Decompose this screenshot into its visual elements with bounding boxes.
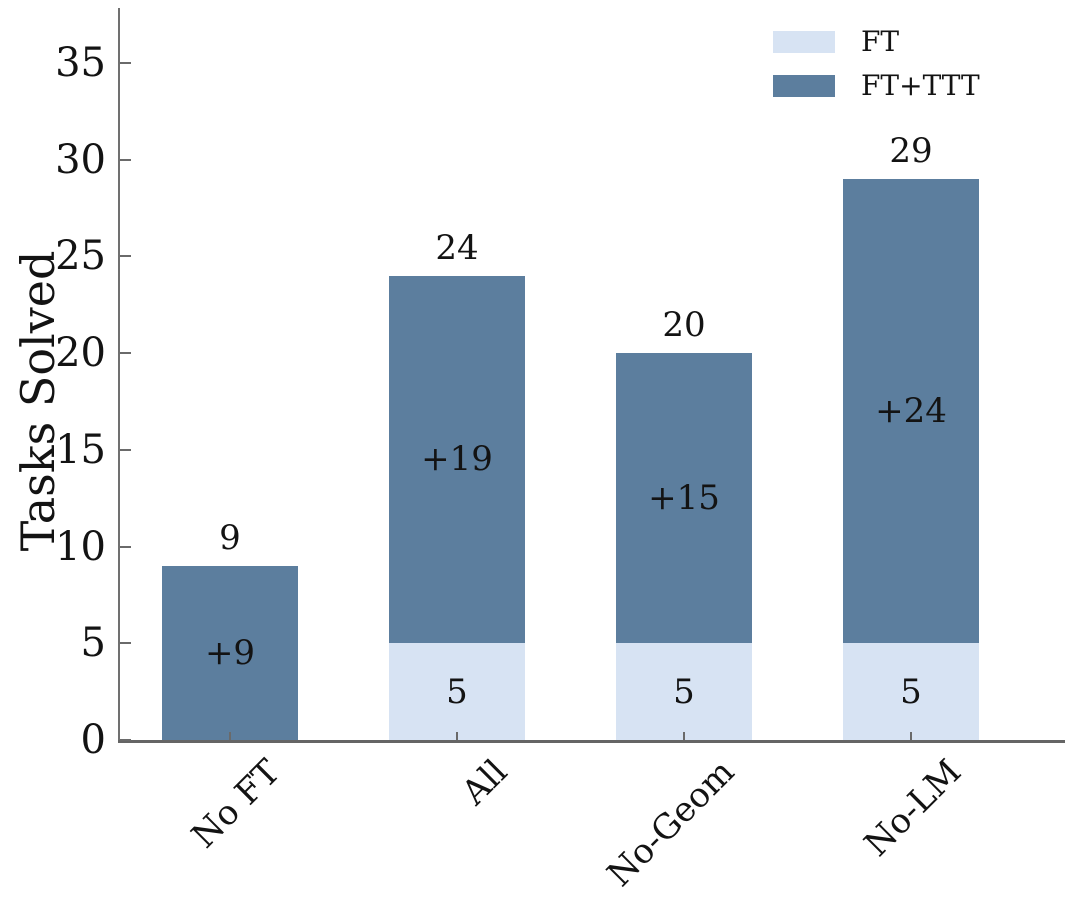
y-tick-label: 10 xyxy=(55,523,106,570)
bar-segment-ft-ttt xyxy=(389,275,525,644)
y-tick-label: 20 xyxy=(55,330,106,376)
y-tick xyxy=(120,448,131,451)
y-tick xyxy=(120,352,131,354)
y-tick xyxy=(120,545,131,548)
segment-label: +24 xyxy=(875,391,947,432)
legend-label-ft: FT xyxy=(861,25,900,58)
x-tick xyxy=(910,732,912,740)
bar-segment-ft-ttt xyxy=(843,178,979,644)
legend-swatch-ft-ttt xyxy=(773,74,835,97)
y-tick xyxy=(120,61,131,64)
y-tick xyxy=(120,255,131,258)
bar-segment-ft-ttt xyxy=(616,353,752,644)
legend-label-ft-ttt: FT+TTT xyxy=(861,69,980,102)
segment-label: 5 xyxy=(673,671,695,712)
y-tick-label: 30 xyxy=(55,136,106,183)
segment-label: +19 xyxy=(421,439,493,480)
bar-segment-ft xyxy=(616,643,752,740)
bar-segment-ft xyxy=(389,643,525,740)
x-axis-line xyxy=(118,740,1065,743)
y-tick xyxy=(120,158,131,161)
y-tick-label: 5 xyxy=(80,620,106,667)
bar-segment-ft-ttt xyxy=(162,565,298,740)
x-tick xyxy=(456,732,458,740)
bar-total-label: 29 xyxy=(889,130,933,171)
y-tick-label: 35 xyxy=(55,39,106,86)
x-tick xyxy=(229,732,231,740)
bar-total-label: 9 xyxy=(219,517,241,558)
y-axis-title: Tasks Solved xyxy=(11,250,65,552)
segment-label: 5 xyxy=(446,671,468,712)
x-tick-label: All xyxy=(454,752,516,814)
x-tick-label: No-LM xyxy=(856,752,970,865)
segment-label: +15 xyxy=(648,478,720,519)
legend-swatch-ft xyxy=(773,30,835,53)
y-tick xyxy=(120,739,131,741)
y-tick xyxy=(120,642,131,645)
y-tick-label: 0 xyxy=(80,717,106,763)
bar-total-label: 24 xyxy=(435,227,479,268)
x-tick-label: No FT xyxy=(184,752,289,857)
segment-label: 5 xyxy=(900,671,922,712)
x-tick-label: No-Geom xyxy=(599,752,743,895)
legend: FT FT+TTT xyxy=(773,25,980,118)
bar-segment-ft xyxy=(843,643,979,740)
y-tick-label: 15 xyxy=(55,426,106,473)
y-axis-line xyxy=(118,8,120,743)
legend-item-ft-ttt: FT+TTT xyxy=(773,69,980,102)
bar-total-label: 20 xyxy=(662,305,706,345)
legend-item-ft: FT xyxy=(773,25,980,58)
y-tick-label: 25 xyxy=(55,233,106,280)
x-tick xyxy=(683,732,685,740)
segment-label: +9 xyxy=(204,632,256,673)
